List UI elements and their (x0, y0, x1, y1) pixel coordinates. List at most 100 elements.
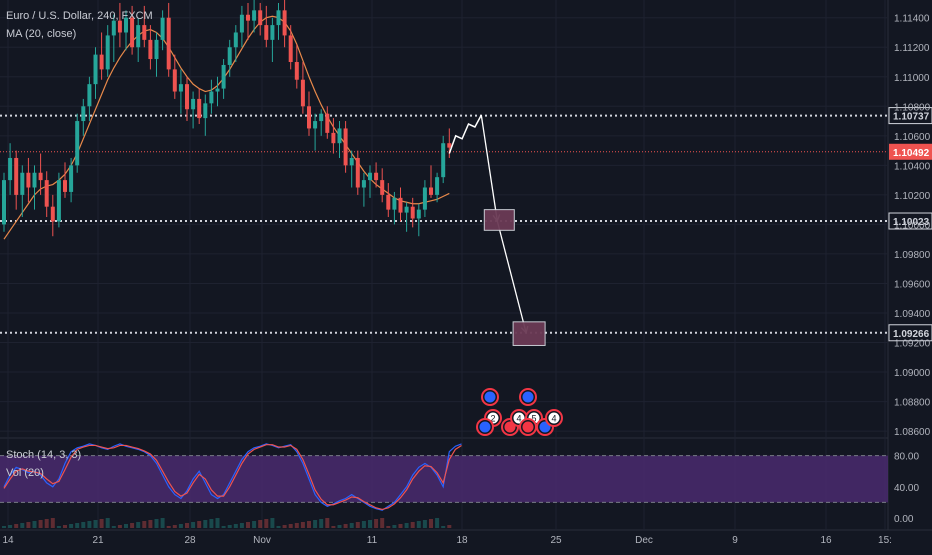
volume-bar (130, 523, 135, 528)
volume-bar (435, 518, 440, 528)
level-tag-label: 1.10023 (893, 217, 930, 228)
volume-bar (154, 519, 159, 528)
candle-body (404, 206, 409, 213)
candle-body (227, 47, 232, 65)
volume-bar (380, 518, 385, 528)
volume-bar (319, 519, 324, 528)
candle-body (429, 187, 433, 195)
candle-body (197, 98, 202, 119)
volume-bar (142, 521, 147, 528)
volume-bar (349, 523, 354, 528)
x-tick-label: 25 (550, 535, 562, 546)
vol-legend[interactable]: Vol (20) (6, 467, 44, 479)
target-zone (512, 321, 546, 346)
candle-body (69, 165, 74, 192)
wave-marker-dot (522, 421, 534, 433)
y-tick-label: 1.11400 (894, 14, 930, 25)
volume-bar (447, 525, 452, 528)
wave-marker-label: 5 (531, 414, 536, 424)
y-tick-label: 1.11000 (894, 73, 930, 84)
volume-bar (264, 519, 269, 528)
candle-body (416, 209, 421, 219)
level-tag-label: 1.09266 (893, 329, 930, 340)
volume-bar (50, 518, 55, 528)
ma-legend[interactable]: MA (20, close) (6, 28, 77, 40)
volume-bar (63, 525, 67, 528)
y-tick-label: 1.09000 (894, 368, 931, 379)
wave-marker-dot (479, 421, 491, 433)
volume-bar (288, 524, 293, 528)
candle-body (246, 14, 250, 21)
projection-arrow-shaft (480, 115, 498, 222)
volume-bar (392, 525, 397, 528)
candle-body (209, 91, 214, 104)
candle-body (343, 128, 348, 166)
candle-body (331, 132, 336, 144)
level-tag-box (888, 212, 932, 230)
stoch-legend[interactable]: Stoch (14, 3, 3) (6, 449, 82, 461)
candle-body (355, 157, 360, 188)
y-tick-label: 1.10400 (894, 161, 931, 172)
stoch-tick-label: 80.00 (894, 452, 919, 463)
candle-body (63, 180, 67, 192)
stoch-tick-label: 40.00 (894, 483, 919, 494)
volume-bar (56, 526, 61, 528)
candle-body (258, 10, 263, 26)
y-tick-label: 1.09600 (894, 279, 931, 290)
wave-marker-dot (522, 391, 534, 403)
candle-body (410, 206, 415, 219)
volume-bar (185, 523, 189, 528)
x-tick-label: 16 (820, 535, 832, 546)
candle-body (87, 84, 92, 107)
volume-bar (14, 524, 19, 528)
volume-bar (99, 519, 104, 528)
volume-bar (355, 522, 360, 528)
time-axis[interactable]: 14 21 28 Nov 11 18 25 Dec 9 16 15: (2, 535, 892, 546)
volume-bar (416, 521, 421, 528)
volume-bar (337, 525, 342, 528)
volume-bar (221, 526, 226, 528)
x-tick-label: 11 (367, 535, 378, 546)
price-axis[interactable]: 1.11400 1.11200 1.11000 1.10800 1.10600 1.104… (894, 14, 931, 525)
volume-bar (87, 521, 92, 528)
candle-body (136, 25, 141, 48)
candle-body (172, 69, 177, 92)
volume-bar (246, 522, 250, 528)
x-tick-label: Nov (253, 535, 271, 546)
volume-bar (172, 525, 177, 528)
candle-body (8, 157, 13, 181)
candle-body (178, 84, 183, 92)
candle-body (215, 88, 220, 92)
target-zone (483, 209, 515, 231)
volume-bar (160, 518, 165, 528)
projection-arrow-shaft (496, 220, 527, 333)
candle-body (313, 121, 318, 129)
y-tick-label: 1.09800 (894, 250, 931, 261)
candle-body (26, 172, 31, 188)
symbol-title[interactable]: Euro / U.S. Dollar, 240, FXCM (6, 10, 153, 22)
stoch-tick-label: 0.00 (894, 514, 914, 525)
x-tick-label: 18 (456, 535, 468, 546)
volume-bar (44, 519, 49, 528)
projection-wiggle (448, 114, 482, 154)
volume-bar (111, 526, 116, 528)
level-tag-box (888, 107, 932, 125)
candle-body (392, 197, 397, 210)
volume-bar (166, 526, 171, 528)
stoch-d-line (3, 444, 462, 511)
volume-bar (203, 520, 208, 528)
volume-bar (191, 522, 196, 528)
wave-marker-dot (548, 412, 560, 424)
volume-bar (343, 524, 348, 528)
candle-body (325, 113, 330, 133)
candle-body (38, 172, 43, 181)
candle-body (203, 103, 208, 119)
candle-body (93, 54, 98, 85)
candle-body (398, 197, 403, 213)
candle-body (441, 143, 446, 178)
x-tick-label: 15: (878, 535, 892, 546)
candle-body (111, 20, 116, 36)
volume-bar (233, 524, 238, 528)
